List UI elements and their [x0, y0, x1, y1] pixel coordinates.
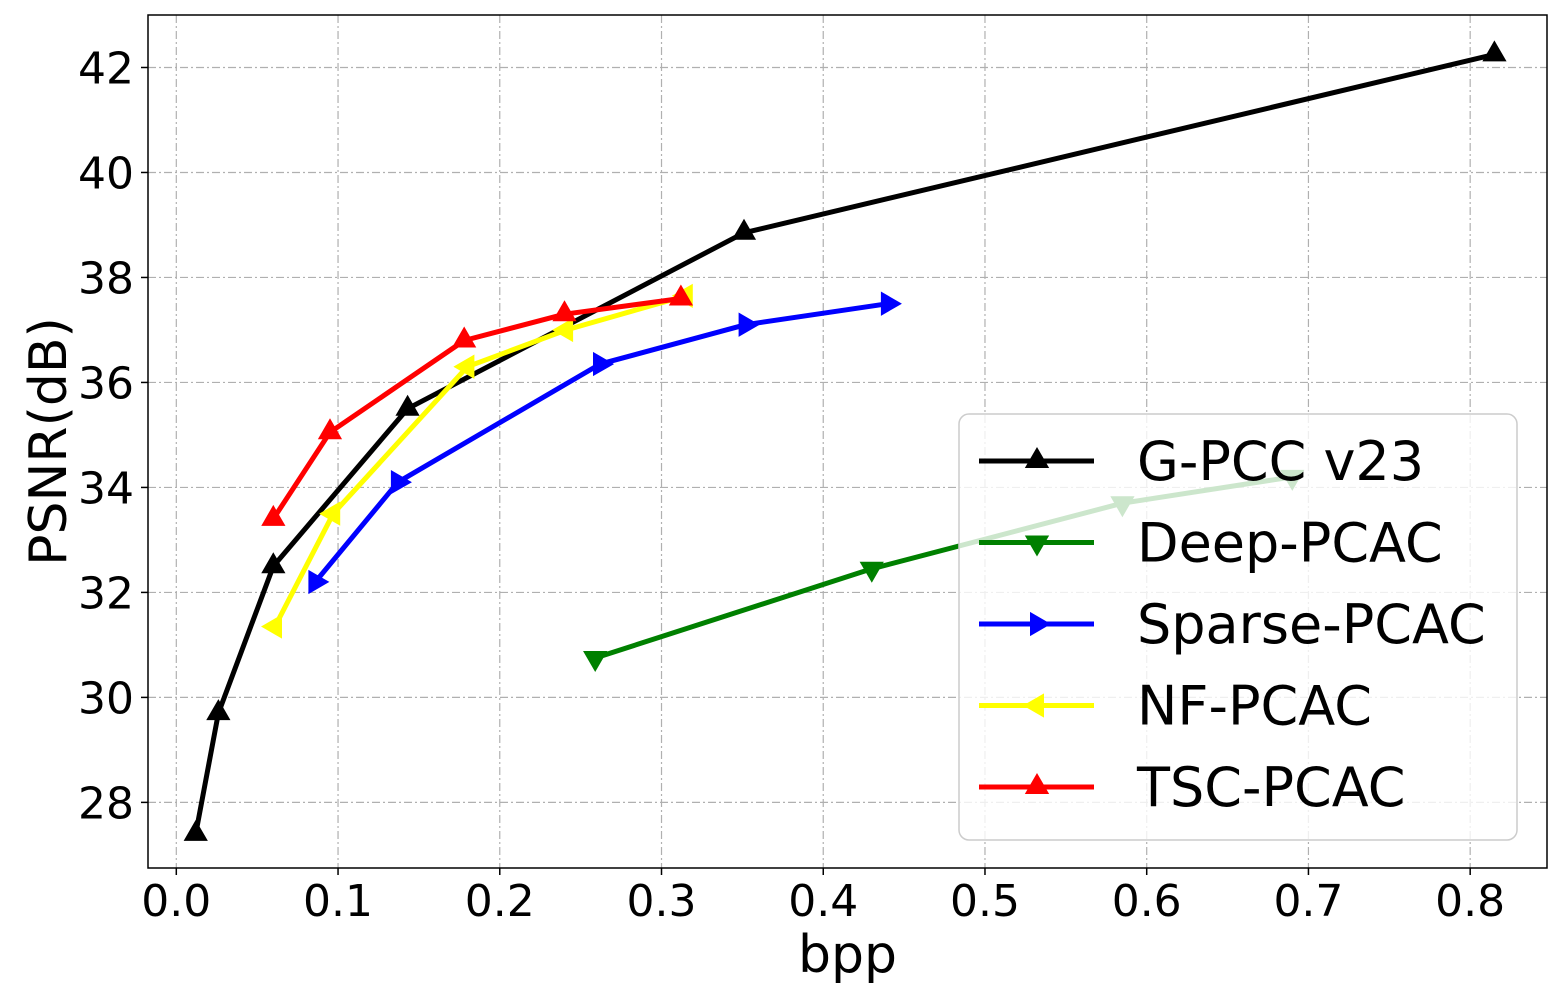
legend-label: G-PCC v23: [1137, 430, 1424, 493]
data-point-sparse-pcac: [308, 569, 330, 595]
legend-box: [958, 413, 1518, 841]
data-point-deep-pcac: [583, 651, 608, 672]
x-ticks: 0.0 0.1 0.2 0.3 0.4 0.5 0.6 0.7 0.8: [141, 868, 1505, 927]
data-point-g-pcc-v23: [731, 218, 757, 240]
data-point-g-pcc-v23: [1482, 40, 1507, 62]
y-tick-label: 34: [78, 463, 134, 514]
series-g-pcc-v23: [183, 40, 1507, 841]
data-point-sparse-pcac: [738, 312, 760, 337]
plot-frame: [147, 14, 1548, 869]
series-line-nf-pcac: [272, 293, 687, 628]
data-point-g-pcc-v23: [261, 552, 286, 574]
legend-label: Deep-PCAC: [1137, 512, 1443, 575]
y-ticks: 28 30 32 34 36 38 40 42: [78, 43, 148, 829]
y-tick-label: 38: [78, 253, 134, 304]
series-tsc-pcac: [261, 284, 694, 526]
data-point-tsc-pcac: [552, 300, 577, 322]
x-tick-label: 0.2: [465, 876, 535, 927]
x-tick-label: 0.4: [788, 876, 858, 927]
series-line-tsc-pcac: [271, 296, 682, 521]
legend-marker: [1023, 693, 1044, 718]
x-tick-label: 0.7: [1273, 876, 1343, 927]
legend-item-sparse-pcac: Sparse-PCAC: [979, 593, 1486, 656]
y-tick-label: 36: [78, 358, 134, 409]
data-point-g-pcc-v23: [206, 699, 231, 721]
legend-marker: [1030, 611, 1051, 637]
legend-marker: [1024, 447, 1050, 468]
data-point-tsc-pcac: [452, 326, 477, 348]
legend-item-deep-pcac: Deep-PCAC: [979, 512, 1443, 575]
data-point-g-pcc-v23: [395, 394, 420, 416]
data-point-nf-pcac: [453, 354, 475, 379]
data-point-tsc-pcac: [317, 418, 343, 440]
y-tick-label: 42: [78, 43, 134, 94]
y-tick-label: 30: [78, 673, 134, 724]
legend-item-tsc-pcac: TSC-PCAC: [979, 756, 1405, 819]
x-axis-label: bpp: [798, 925, 897, 985]
data-point-sparse-pcac: [593, 351, 615, 377]
data-point-tsc-pcac: [261, 504, 286, 526]
series-sparse-pcac: [308, 291, 902, 595]
legend: G-PCC v23 Deep-PCAC Sparse-PCAC NF-PCAC TSC-…: [958, 413, 1518, 841]
data-point-sparse-pcac: [390, 470, 412, 495]
data-point-nf-pcac: [319, 501, 341, 526]
series-layer: [183, 40, 1507, 841]
legend-marker: [1024, 773, 1050, 794]
x-tick-label: 0.8: [1435, 876, 1505, 927]
legend-item-g-pcc-v23: G-PCC v23: [979, 430, 1424, 493]
legend-label: Sparse-PCAC: [1137, 593, 1486, 656]
data-point-nf-pcac: [552, 317, 574, 343]
data-point-nf-pcac: [260, 614, 282, 639]
y-tick-label: 40: [78, 148, 134, 199]
legend-label: NF-PCAC: [1137, 675, 1372, 738]
data-point-g-pcc-v23: [183, 819, 208, 841]
y-tick-label: 28: [78, 778, 134, 829]
data-point-sparse-pcac: [880, 291, 902, 316]
x-tick-label: 0.5: [950, 876, 1020, 927]
x-tick-label: 0.3: [627, 876, 697, 927]
legend-label: TSC-PCAC: [1136, 756, 1405, 819]
data-point-tsc-pcac: [668, 284, 694, 306]
series-line-g-pcc-v23: [193, 51, 1495, 835]
legend-marker: [1024, 535, 1050, 557]
x-tick-label: 0.6: [1112, 876, 1182, 927]
y-tick-label: 32: [78, 568, 134, 619]
y-axis-label: PSNR(dB): [19, 317, 79, 566]
x-tick-label: 0.0: [141, 876, 211, 927]
series-nf-pcac: [260, 283, 693, 639]
legend-item-nf-pcac: NF-PCAC: [979, 675, 1372, 738]
x-tick-label: 0.1: [303, 876, 373, 927]
data-point-deep-pcac: [859, 561, 884, 583]
